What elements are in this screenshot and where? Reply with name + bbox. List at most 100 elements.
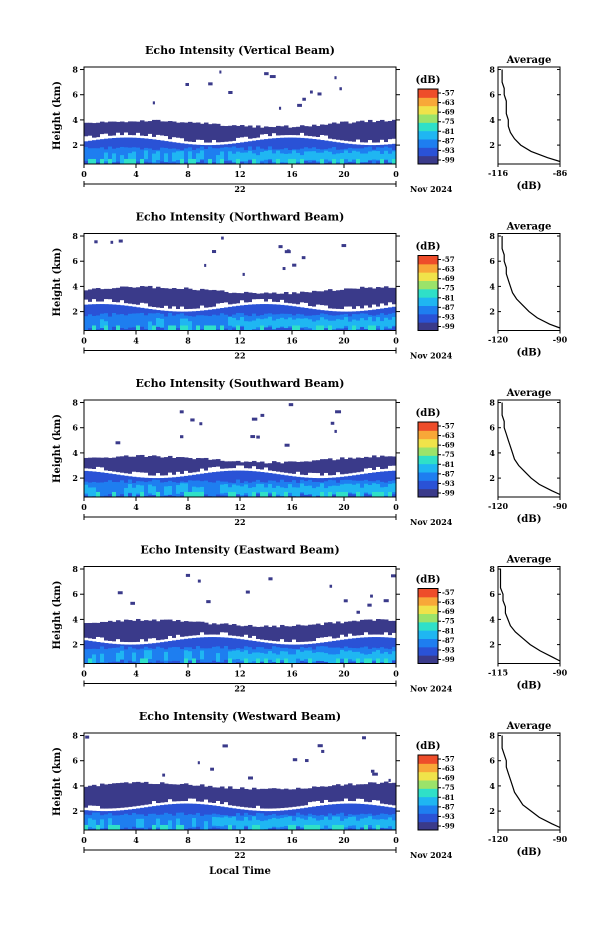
low-band-cell — [140, 818, 145, 828]
low-band-cell — [136, 325, 141, 331]
low-band-cell — [200, 815, 205, 830]
low-band-cell — [184, 483, 189, 493]
sparse-echo — [302, 97, 306, 101]
layer-cell — [380, 287, 385, 306]
low-band-cell — [144, 315, 149, 330]
layer-cell — [112, 121, 117, 136]
low-band-cell — [156, 646, 161, 661]
layer-cell — [180, 122, 185, 141]
layer-cell — [228, 293, 233, 305]
sparse-echo — [206, 600, 211, 604]
gap-cell — [224, 632, 229, 637]
layer-cell — [304, 625, 309, 642]
average-x-label: (dB) — [517, 514, 542, 525]
low-band-cell — [340, 812, 345, 827]
low-band-cell — [108, 158, 113, 164]
layer-cell — [232, 624, 237, 636]
layer-cell — [352, 288, 357, 309]
layer-cell — [328, 289, 333, 309]
low-band-cell — [376, 824, 381, 830]
layer-cell — [388, 456, 393, 469]
gap-cell — [368, 140, 373, 145]
low-band-cell — [220, 313, 225, 328]
x-tick-label: 4 — [133, 502, 139, 512]
layer-cell — [240, 787, 245, 807]
layer-cell — [112, 783, 117, 809]
low-band-cell — [352, 150, 357, 160]
layer-cell — [388, 287, 393, 305]
low-band-cell — [356, 820, 361, 830]
layer-cell — [172, 784, 177, 802]
layer-cell — [276, 788, 281, 809]
low-band-cell — [156, 318, 161, 327]
colorbar-tick-label: -69 — [442, 274, 455, 283]
layer-cell — [196, 621, 201, 636]
layer-cell — [160, 288, 165, 308]
layer-cell — [152, 619, 157, 641]
gap-cell — [176, 634, 181, 640]
layer-cell — [200, 288, 205, 309]
x-tick-label: 0 — [393, 669, 399, 679]
low-band-cell — [392, 483, 397, 493]
y-tick-label: 6 — [72, 256, 78, 266]
layer-cell — [348, 288, 353, 310]
colorbar-tick-label: -99 — [442, 322, 455, 331]
layer-cell — [244, 461, 249, 469]
low-band-cell — [164, 812, 169, 827]
x-tick-label: 16 — [286, 669, 298, 679]
layer-cell — [248, 461, 253, 469]
low-band-cell — [124, 147, 129, 162]
date-label: Nov 2024 — [410, 517, 453, 527]
sparse-echo — [370, 769, 375, 773]
layer-cell — [348, 783, 353, 802]
layer-cell — [316, 786, 321, 804]
layer-cell — [208, 459, 213, 471]
layer-cell — [140, 454, 145, 476]
sparse-echo — [228, 91, 233, 95]
layer-cell — [328, 458, 333, 476]
layer-cell — [328, 786, 333, 803]
colorbar-tick-label: -75 — [442, 117, 455, 126]
layer-cell — [268, 293, 273, 302]
low-band-cell — [184, 325, 189, 331]
layer-cell — [156, 119, 161, 138]
panel-title: Echo Intensity (Northward Beam) — [136, 211, 345, 224]
layer-cell — [352, 785, 357, 802]
layer-cell — [124, 619, 129, 643]
layer-cell — [116, 456, 121, 473]
gap-cell — [340, 634, 345, 640]
low-band-cell — [336, 491, 341, 497]
low-band-cell — [280, 479, 285, 494]
gap-cell — [180, 138, 185, 143]
low-band-cell — [92, 325, 97, 331]
layer-cell — [244, 788, 249, 808]
layer-cell — [92, 123, 97, 138]
layer-cell — [216, 459, 221, 470]
low-band-cell — [280, 153, 285, 163]
low-band-cell — [340, 158, 345, 164]
low-band-cell — [316, 486, 321, 496]
layer-cell — [284, 125, 289, 136]
panel-1: Echo Intensity (Vertical Beam) 2 4 6 8 Height… — [52, 44, 568, 194]
gap-cell — [176, 137, 181, 143]
layer-cell — [244, 625, 249, 638]
low-band-cell — [340, 824, 345, 830]
low-band-cell — [312, 824, 317, 830]
low-band-cell — [152, 313, 157, 328]
x-axis-label: Local Time — [209, 866, 271, 877]
low-band-cell — [84, 316, 89, 331]
layer-cell — [260, 293, 265, 302]
y-tick-label: 4 — [72, 614, 78, 624]
layer-cell — [144, 781, 149, 805]
colorbar-swatch — [418, 613, 438, 623]
low-band-cell — [184, 148, 189, 163]
low-band-cell — [260, 821, 265, 830]
average-y-tick-label: 4 — [489, 115, 495, 125]
low-band-cell — [284, 658, 289, 664]
colorbar-tick-label: -57 — [442, 588, 455, 597]
low-band-cell — [196, 153, 201, 163]
y-tick-label: 6 — [72, 90, 78, 100]
low-band-cell — [268, 316, 273, 326]
gap-cell — [312, 472, 317, 478]
low-band-cell — [116, 824, 121, 830]
